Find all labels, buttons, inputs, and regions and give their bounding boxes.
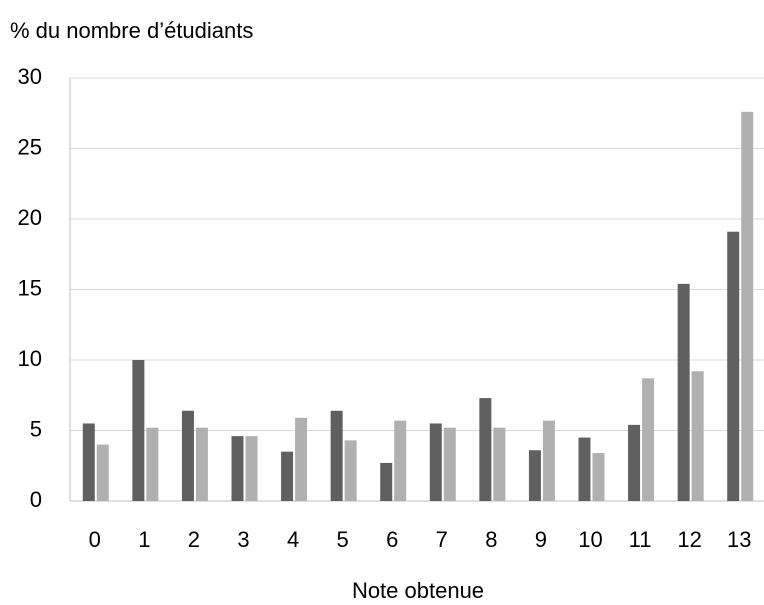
x-tick-label: 11: [629, 527, 652, 552]
y-tick-label: 5: [30, 416, 42, 441]
y-tick-label: 30: [18, 64, 42, 89]
bar: [181, 410, 194, 501]
x-tick-label: 9: [535, 527, 547, 552]
x-axis-label: Note obtenue: [352, 578, 484, 603]
bar: [132, 360, 145, 501]
x-tick-label: 6: [386, 527, 398, 552]
x-tick-label: 1: [138, 527, 150, 552]
bar: [429, 423, 442, 501]
x-tick-label: 5: [337, 527, 349, 552]
y-tick-label: 0: [30, 487, 42, 512]
bar: [146, 427, 159, 501]
bar: [380, 462, 393, 501]
bar: [295, 417, 308, 501]
y-tick-label: 25: [18, 134, 42, 159]
bar: [96, 444, 109, 501]
bar: [578, 437, 591, 501]
bar: [741, 111, 754, 501]
x-tick-label: 12: [677, 527, 701, 552]
y-tick-label: 10: [18, 346, 42, 371]
bar: [82, 423, 95, 501]
bar: [493, 427, 506, 501]
bar: [592, 453, 605, 501]
x-tick-label: 3: [237, 527, 249, 552]
x-tick-label: 13: [727, 527, 751, 552]
x-tick-label: 8: [485, 527, 497, 552]
bar: [691, 371, 704, 501]
y-tick-label: 20: [18, 205, 42, 230]
bar: [542, 420, 555, 501]
y-tick-label: 15: [18, 275, 42, 300]
bar: [394, 420, 407, 501]
bar: [344, 440, 357, 501]
x-tick-label: 2: [188, 527, 200, 552]
bar: [677, 283, 690, 501]
x-tick-label: 7: [436, 527, 448, 552]
x-tick-label: 10: [578, 527, 602, 552]
bar: [195, 427, 208, 501]
bar: [330, 410, 343, 501]
chart-title: % du nombre d’étudiants: [10, 18, 253, 43]
x-tick-label: 4: [287, 527, 299, 552]
bar: [245, 436, 258, 501]
bar: [231, 436, 244, 501]
x-tick-label: 0: [89, 527, 101, 552]
bar: [281, 451, 294, 501]
bar: [528, 450, 541, 501]
bar: [727, 231, 740, 501]
bar: [642, 378, 655, 501]
bar: [443, 427, 456, 501]
bar: [479, 398, 492, 501]
bar: [628, 424, 641, 501]
